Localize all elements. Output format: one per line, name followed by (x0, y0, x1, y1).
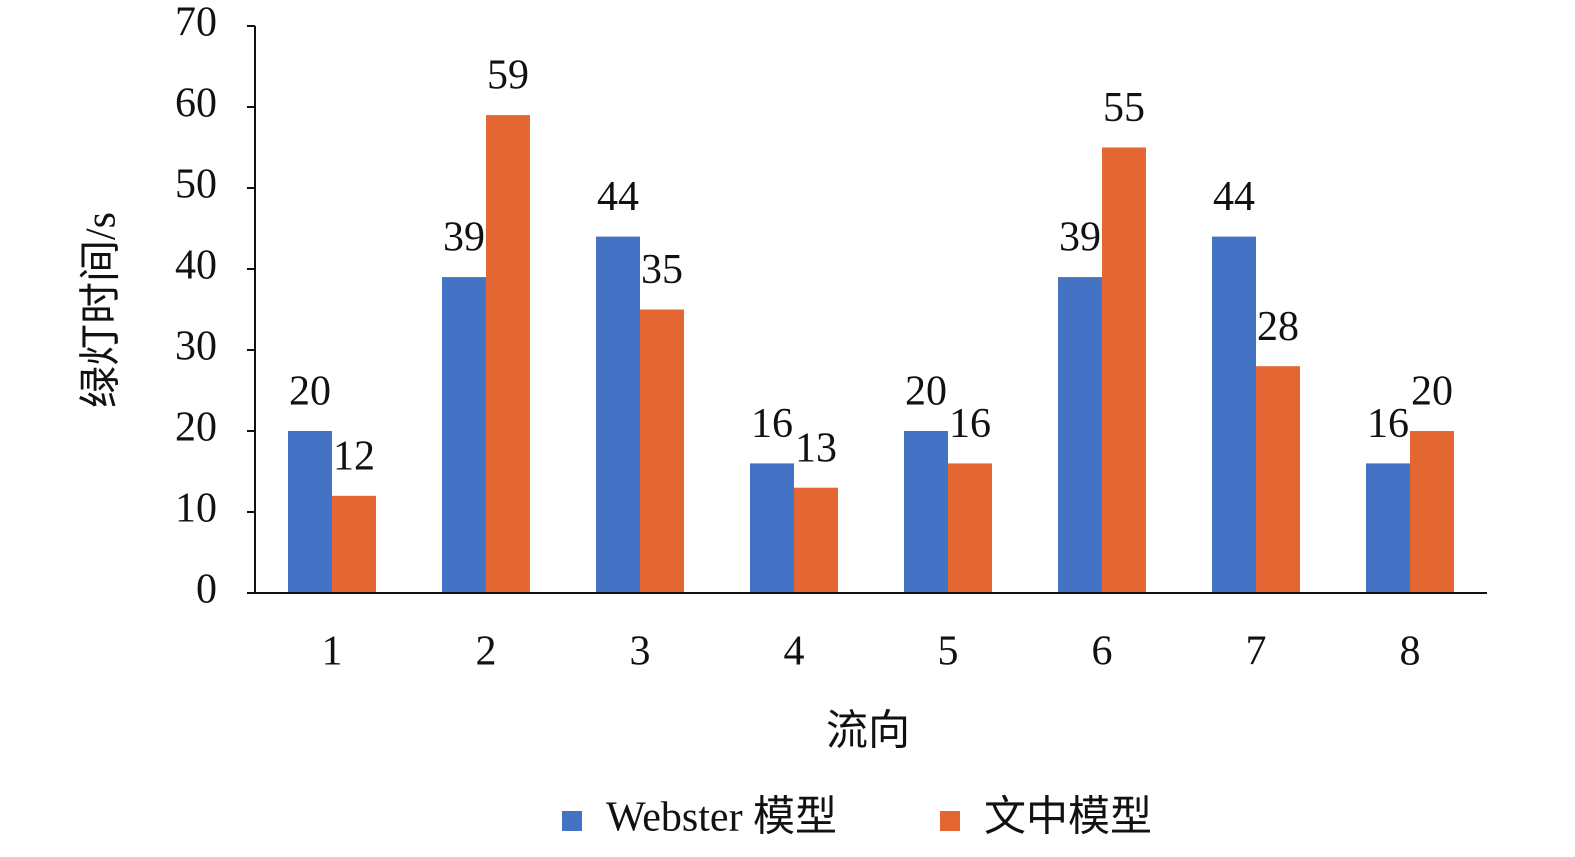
y-axis-title: 绿灯时间/s (79, 212, 125, 408)
x-tick-label: 4 (784, 629, 805, 675)
y-tick-label: 20 (175, 405, 217, 451)
bar (1212, 236, 1256, 593)
value-label: 39 (443, 215, 485, 261)
x-tick-label: 7 (1246, 629, 1267, 675)
value-label: 44 (597, 174, 639, 220)
value-label: 13 (795, 425, 837, 471)
bar (486, 115, 530, 593)
y-tick-label: 10 (175, 486, 217, 532)
bar (1102, 147, 1146, 593)
y-tick-label: 0 (196, 567, 217, 613)
legend-swatch (940, 811, 960, 831)
y-tick-label: 40 (175, 243, 217, 289)
value-label: 39 (1059, 215, 1101, 261)
x-tick-label: 3 (630, 629, 651, 675)
x-tick-label: 6 (1092, 629, 1113, 675)
bar (948, 463, 992, 593)
bar (1058, 277, 1102, 593)
value-label: 16 (1367, 401, 1409, 447)
value-label: 20 (289, 369, 331, 415)
bar (288, 431, 332, 593)
bar (640, 309, 684, 593)
x-tick-label: 5 (938, 629, 959, 675)
bar (1410, 431, 1454, 593)
bar (332, 495, 376, 593)
bar (442, 277, 486, 593)
value-label: 55 (1103, 85, 1145, 131)
bar (904, 431, 948, 593)
x-axis-title: 流向 (826, 709, 910, 755)
legend-swatch (562, 811, 582, 831)
x-tick-label: 8 (1400, 629, 1421, 675)
bar (1256, 366, 1300, 593)
y-tick-label: 30 (175, 324, 217, 370)
value-label: 16 (751, 401, 793, 447)
value-label: 35 (641, 247, 683, 293)
bar (750, 463, 794, 593)
value-label: 20 (905, 369, 947, 415)
value-label: 59 (487, 53, 529, 99)
value-label: 16 (949, 401, 991, 447)
value-label: 12 (333, 433, 375, 479)
bar (794, 487, 838, 593)
bar (1366, 463, 1410, 593)
legend-label: 文中模型 (984, 794, 1152, 841)
x-tick-label: 1 (322, 629, 343, 675)
y-tick-label: 60 (175, 81, 217, 127)
legend-label: Webster 模型 (606, 795, 837, 841)
x-tick-label: 2 (476, 629, 497, 675)
y-tick-label: 50 (175, 162, 217, 208)
value-label: 44 (1213, 174, 1255, 220)
y-tick-label: 70 (175, 0, 217, 46)
value-label: 20 (1411, 369, 1453, 415)
bar (596, 236, 640, 593)
value-label: 28 (1257, 304, 1299, 350)
